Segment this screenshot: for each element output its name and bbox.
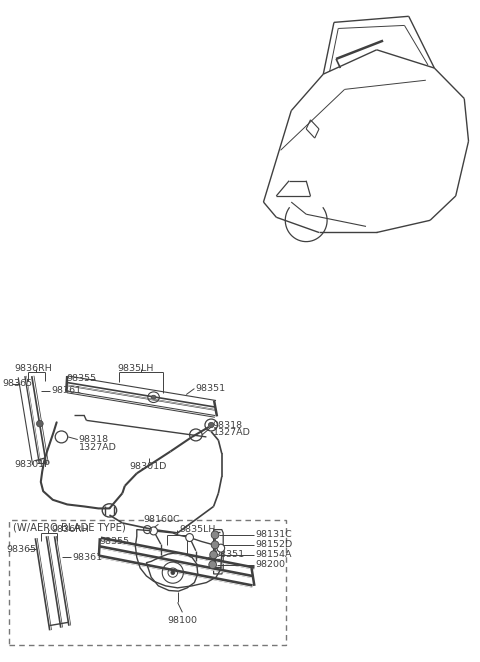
Text: 98131C: 98131C xyxy=(255,530,292,540)
Ellipse shape xyxy=(209,561,216,569)
Ellipse shape xyxy=(171,571,175,575)
Text: 98355: 98355 xyxy=(66,374,96,383)
Text: 98301D: 98301D xyxy=(130,462,167,471)
Ellipse shape xyxy=(186,534,193,542)
Text: 9835LH: 9835LH xyxy=(118,364,154,373)
Text: 98318: 98318 xyxy=(213,420,243,430)
Text: 98361: 98361 xyxy=(72,553,102,562)
Text: 98301P: 98301P xyxy=(14,460,50,469)
Text: (W/AERO BLADE TYPE): (W/AERO BLADE TYPE) xyxy=(13,522,126,533)
Ellipse shape xyxy=(151,395,156,399)
Text: 98365: 98365 xyxy=(7,545,37,554)
Text: 98365: 98365 xyxy=(2,379,32,389)
Text: 98351: 98351 xyxy=(215,549,245,559)
Text: 98361: 98361 xyxy=(51,386,81,395)
Text: 98200: 98200 xyxy=(255,560,285,569)
Text: 98152D: 98152D xyxy=(255,540,293,549)
Ellipse shape xyxy=(150,527,157,535)
Text: 98355: 98355 xyxy=(100,537,130,546)
Text: 1327AD: 1327AD xyxy=(213,428,251,438)
Text: 9835LH: 9835LH xyxy=(180,525,216,534)
Text: 98100: 98100 xyxy=(167,616,197,625)
Text: 1327AD: 1327AD xyxy=(79,443,117,452)
Text: 98160C: 98160C xyxy=(143,515,180,524)
Text: 9836RH: 9836RH xyxy=(51,525,89,534)
Text: 98154A: 98154A xyxy=(255,550,292,559)
Text: 98318: 98318 xyxy=(79,435,109,444)
Ellipse shape xyxy=(217,544,225,552)
Ellipse shape xyxy=(36,420,43,427)
Text: 9836RH: 9836RH xyxy=(14,364,52,373)
Ellipse shape xyxy=(208,422,214,428)
Ellipse shape xyxy=(210,551,217,559)
Ellipse shape xyxy=(211,541,219,549)
Text: 98351: 98351 xyxy=(196,384,226,393)
Ellipse shape xyxy=(211,531,219,539)
